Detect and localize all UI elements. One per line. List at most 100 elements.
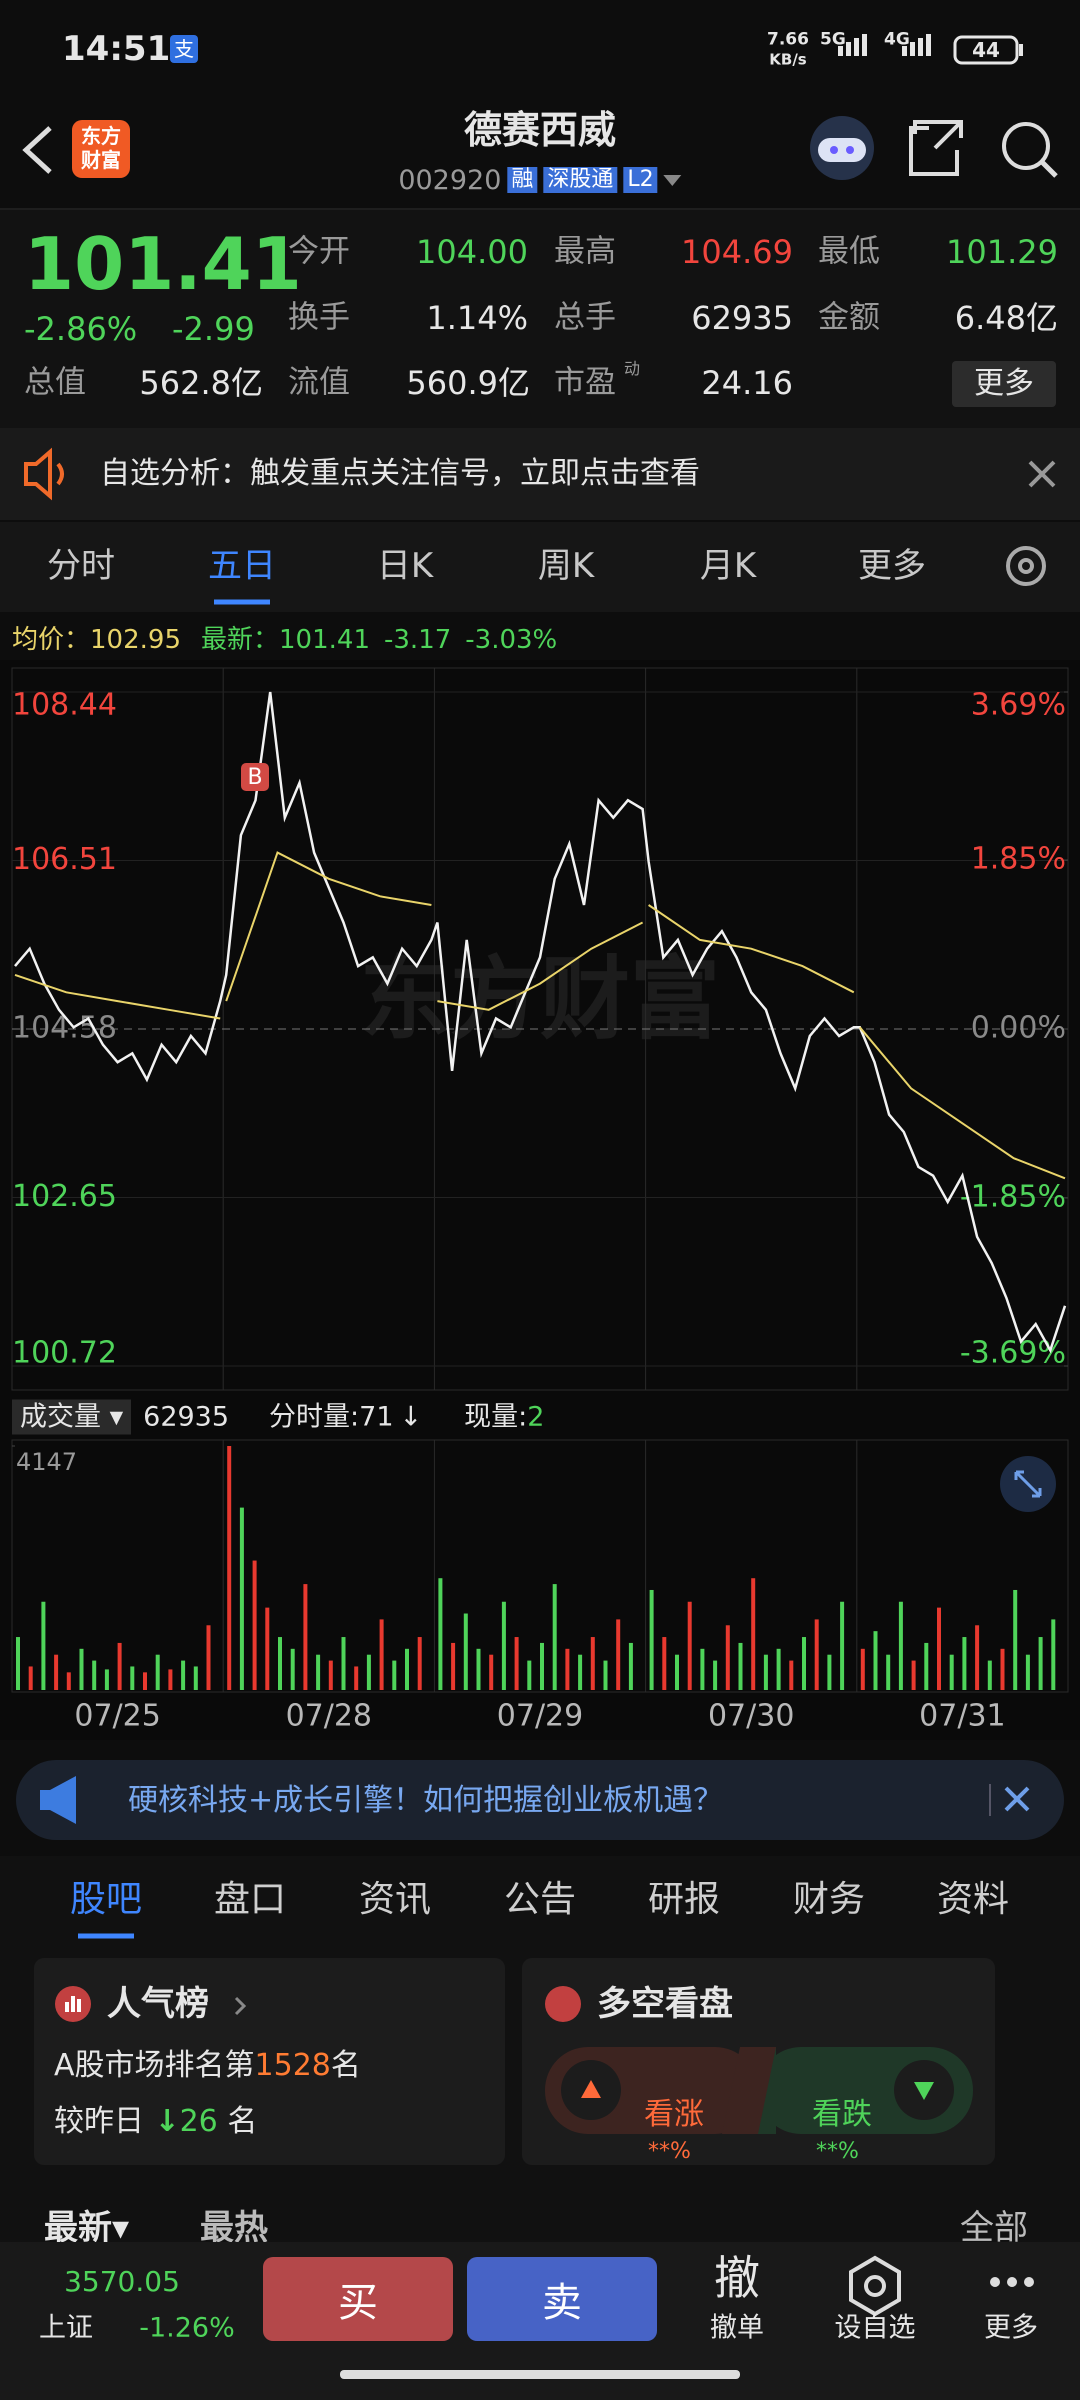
- volume-bar: [1013, 1589, 1018, 1690]
- index-value[interactable]: 3570.05: [64, 2265, 180, 2298]
- feed-tab-latest[interactable]: 最新▾: [44, 2208, 130, 2248]
- net-speed: 7.66: [767, 29, 809, 50]
- notice-bar[interactable]: [0, 428, 1080, 520]
- field-value: 24.16: [701, 364, 793, 402]
- chart-info: 均价： 102.95 最新： 101.41 -3.17 -3.03%: [12, 627, 557, 653]
- avg-line: [648, 904, 855, 994]
- action-cancel[interactable]: 撤单: [710, 2312, 764, 2344]
- x-tick-label: 07/30: [708, 1699, 794, 1734]
- volume-bar: [501, 1601, 506, 1690]
- card-title: 人气榜: [107, 1984, 209, 2024]
- volume-bar: [168, 1669, 173, 1690]
- badge: 融: [507, 167, 538, 193]
- volume-bar: [79, 1648, 84, 1690]
- bar-icons: [340, 2255, 1034, 2379]
- volume-bar: [738, 1642, 743, 1690]
- header-icons: [22, 116, 1058, 180]
- section-tab[interactable]: 财务: [792, 1879, 866, 1920]
- y2-tick-label: 3.69%: [971, 688, 1066, 723]
- buy-button[interactable]: 买: [263, 2257, 453, 2341]
- period-tab[interactable]: 月K: [699, 546, 757, 586]
- field-sup: 动: [624, 359, 641, 378]
- x-tick-label: 07/25: [74, 1699, 160, 1734]
- volume-bar: [662, 1637, 667, 1690]
- volume-bar: [1025, 1654, 1030, 1690]
- share-button[interactable]: [909, 120, 963, 176]
- action-watchlist[interactable]: 设自选: [834, 2312, 916, 2344]
- tick-arrow: ↓: [399, 1401, 423, 1433]
- period-tab[interactable]: 周K: [537, 546, 595, 586]
- period-tab[interactable]: 日K: [376, 546, 434, 586]
- period-tab[interactable]: 五日: [208, 546, 276, 586]
- badge: 深股通: [543, 167, 618, 193]
- watermark: 东方财富: [360, 947, 720, 1052]
- volume-bar: [417, 1637, 422, 1690]
- popular-card[interactable]: [34, 1958, 505, 2165]
- section-tab[interactable]: 公告: [503, 1879, 577, 1920]
- field-value: 104.00: [416, 233, 528, 271]
- dropdown-arrow[interactable]: [663, 175, 682, 195]
- section-tab[interactable]: 盘口: [213, 1879, 287, 1920]
- stock-code: 002920: [398, 164, 502, 196]
- volume-bar: [130, 1666, 135, 1690]
- close-button[interactable]: [1004, 1786, 1030, 1812]
- settings-icon[interactable]: [0, 522, 1080, 612]
- filter-button[interactable]: 全部: [960, 2208, 1028, 2248]
- volume-bar: [603, 1660, 608, 1690]
- action-more[interactable]: 更多: [984, 2312, 1038, 2344]
- bear-text: 看跌: [812, 2097, 872, 2132]
- sell-button[interactable]: 卖: [467, 2257, 657, 2341]
- y2-tick-label: 1.85%: [971, 842, 1066, 877]
- card-icons: [55, 1986, 973, 2134]
- section-tab[interactable]: 股吧: [69, 1879, 143, 1920]
- volume-bar: [860, 1648, 865, 1690]
- bull-label[interactable]: 看涨: [644, 2097, 704, 2132]
- volume-bar: [675, 1654, 679, 1690]
- now-volume: 2: [527, 1401, 545, 1433]
- period-tab[interactable]: 分时: [47, 546, 115, 586]
- search-button[interactable]: [1002, 122, 1050, 170]
- last-price: 101.41: [24, 222, 302, 306]
- volume-bar: [392, 1660, 397, 1690]
- field-value: 104.69: [681, 233, 793, 271]
- avg-line: [225, 851, 432, 1002]
- section-tab[interactable]: 研报: [647, 1879, 721, 1920]
- index-name: 上证: [39, 2312, 93, 2344]
- rank-line: A股市场排名第1528名: [54, 2051, 361, 2081]
- index-change: -1.26%: [139, 2312, 235, 2344]
- volume-bar: [886, 1654, 891, 1690]
- feed-tab-hot[interactable]: 最热: [200, 2208, 268, 2248]
- status-icons: [838, 34, 1023, 65]
- field-label: 总值: [24, 364, 86, 401]
- volume-bar: [649, 1589, 654, 1690]
- x-tick-label: 07/28: [286, 1699, 372, 1734]
- field-value: 562.8亿: [139, 364, 263, 402]
- volume-bar: [341, 1637, 346, 1690]
- more-button[interactable]: 更多: [952, 361, 1056, 407]
- volume-bar: [802, 1637, 806, 1690]
- volume-bar: [379, 1619, 384, 1690]
- volume-bar: [316, 1654, 321, 1690]
- section-tab[interactable]: 资料: [936, 1879, 1010, 1920]
- volume-bar: [489, 1654, 494, 1690]
- volume-bar: [751, 1578, 756, 1690]
- section-tab[interactable]: 资讯: [358, 1879, 432, 1920]
- promo-banner[interactable]: [16, 1760, 1064, 1840]
- x-tick-label: 07/29: [497, 1699, 583, 1734]
- network-type: 5G: [820, 29, 846, 50]
- volume-bar: [66, 1672, 71, 1690]
- volume-bar: [590, 1637, 595, 1690]
- close-button[interactable]: [1028, 460, 1056, 488]
- volume-selector[interactable]: 成交量 ▾: [12, 1399, 132, 1435]
- field-label: 最低: [818, 233, 880, 270]
- bear-label[interactable]: 看跌: [812, 2100, 872, 2130]
- period-tab[interactable]: 更多: [858, 546, 926, 586]
- logo-text: 东方: [81, 124, 121, 148]
- volume-bar: [949, 1654, 954, 1690]
- tab-text: 最新: [44, 2208, 112, 2248]
- volume-bar: [438, 1578, 443, 1690]
- back-button[interactable]: [22, 126, 52, 174]
- volume-bar: [540, 1642, 544, 1690]
- volume-bar: [687, 1601, 692, 1690]
